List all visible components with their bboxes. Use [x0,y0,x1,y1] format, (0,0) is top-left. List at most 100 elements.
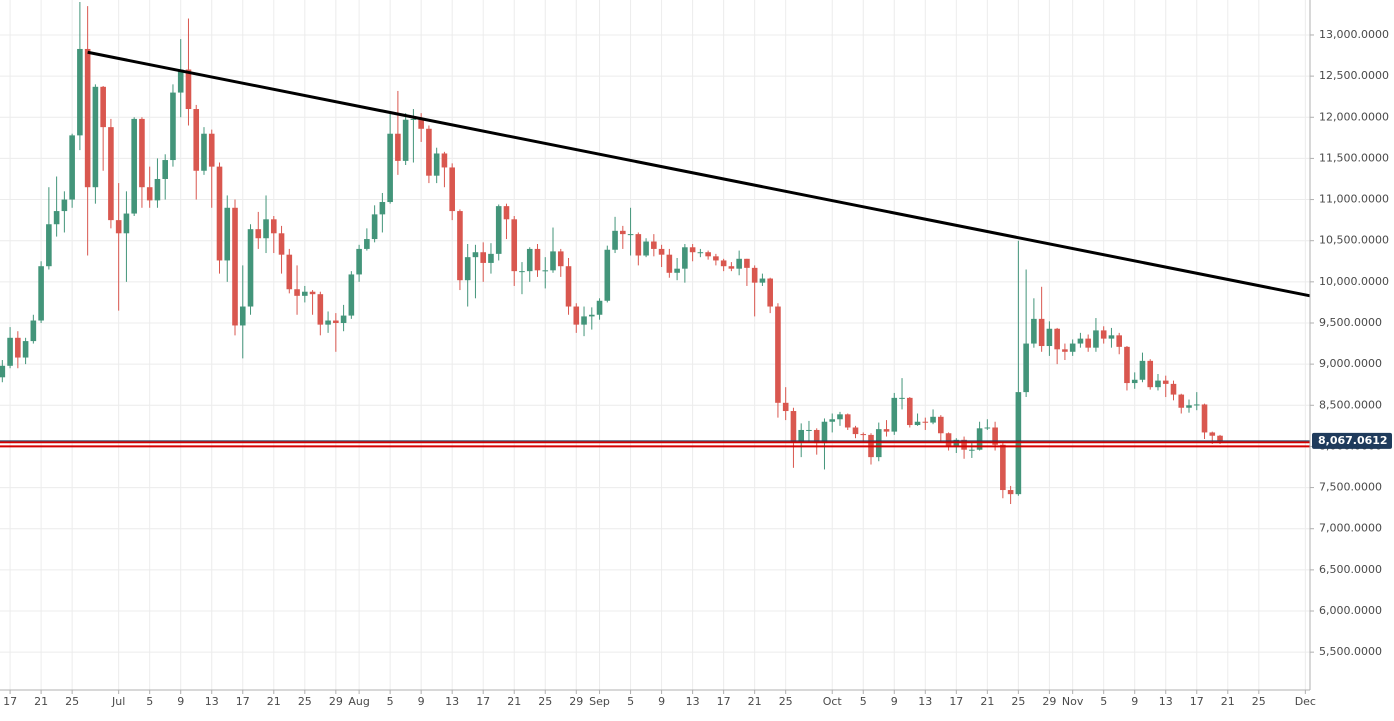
x-tick-label: 29 [569,695,583,708]
candle-body [1162,380,1169,384]
candle-body [1000,444,1006,491]
candle-body [224,207,231,261]
x-tick-label: 13 [1159,695,1173,708]
candle-body [1077,338,1084,344]
y-tick-label: 9,000.0000 [1319,357,1382,370]
candle-body [821,421,828,444]
x-tick-label: 25 [1252,695,1266,708]
y-tick-label: 6,000.0000 [1319,604,1382,617]
y-tick-label: 12,500.0000 [1319,69,1389,82]
candle-body [658,248,665,255]
candle-body [1131,379,1138,384]
candle-body [767,278,773,307]
candle-body [1178,394,1185,408]
candle-body [945,433,952,447]
x-tick-label: 17 [717,695,731,708]
candle-body [286,254,293,290]
candle-body [906,397,913,426]
x-tick-label: 5 [387,695,394,708]
x-tick-label: 25 [1011,695,1025,708]
candle-body [666,254,673,273]
last-price-label: 8,067.0612 [1318,434,1388,447]
y-tick-label: 11,000.0000 [1319,193,1389,206]
candle-body [426,128,432,176]
candle-body [736,258,742,269]
candle-body [488,253,494,263]
candle-body [806,429,812,431]
candle-body [270,219,277,234]
candle-body [154,178,161,201]
x-tick-label: 29 [329,695,343,708]
candle-body [193,109,200,171]
candle-body [1217,435,1223,441]
x-tick-label: 17 [949,695,963,708]
candle-body [402,119,409,161]
candle-body [728,266,735,269]
candle-body [534,248,541,271]
candle-body [325,320,331,325]
candle-body [503,206,510,220]
candle-body [782,402,789,412]
candle-body [860,434,867,436]
y-tick-label: 13,000.0000 [1319,28,1389,41]
x-tick-label: 5 [627,695,634,708]
candle-body [852,427,859,435]
candle-body [410,118,417,120]
candle-body [1062,349,1068,352]
candle-body [1124,346,1130,384]
candle-body [457,211,463,281]
candle-body [201,133,207,171]
candle-body [1155,380,1161,388]
candle-body [1023,343,1029,393]
x-tick-label: 21 [267,695,281,708]
candle-body [813,429,820,444]
x-tick-label: 5 [860,695,867,708]
candle-body [131,118,137,214]
candle-body [798,429,805,442]
x-tick-label: 25 [65,695,79,708]
candle-body [340,315,347,323]
x-tick-label: 21 [507,695,521,708]
x-tick-label: 25 [779,695,793,708]
y-tick-label: 6,500.0000 [1319,563,1382,576]
candle-body [604,249,611,301]
candle-body [1100,330,1107,339]
candle-body [697,252,704,254]
candle-body [1093,330,1099,348]
candle-body [1031,318,1037,344]
candle-body [108,127,114,221]
candle-body [170,92,176,161]
x-tick-label: 17 [1190,695,1204,708]
candle-body [387,133,393,203]
candle-body [84,48,91,188]
candle-body [829,419,836,422]
x-tick-label: 17 [236,695,250,708]
candle-body [596,300,603,315]
candle-body [356,248,362,275]
x-tick-label: 25 [538,695,552,708]
candle-body [588,314,595,317]
y-tick-label: 10,000.0000 [1319,275,1389,288]
plot [0,2,1311,505]
candle-body [1170,383,1177,395]
y-tick-label: 10,500.0000 [1319,234,1389,247]
candle-body [1147,360,1154,388]
x-tick-label: 21 [1221,695,1235,708]
candle-body [309,291,316,295]
candle-body [472,252,479,258]
candle-body [744,258,750,268]
candle-body [519,271,525,273]
candle-body [247,229,254,307]
candle-body [162,160,169,179]
x-tick-label: Sep [589,695,610,708]
candle-body [976,428,983,450]
candle-body [1209,432,1216,436]
candle-body [883,429,890,432]
x-tick-label: 21 [748,695,762,708]
x-tick-label: 5 [146,695,153,708]
candle-body [1054,328,1060,350]
candle-body [177,69,184,93]
candle-body [433,153,440,176]
candle-body [53,211,60,225]
